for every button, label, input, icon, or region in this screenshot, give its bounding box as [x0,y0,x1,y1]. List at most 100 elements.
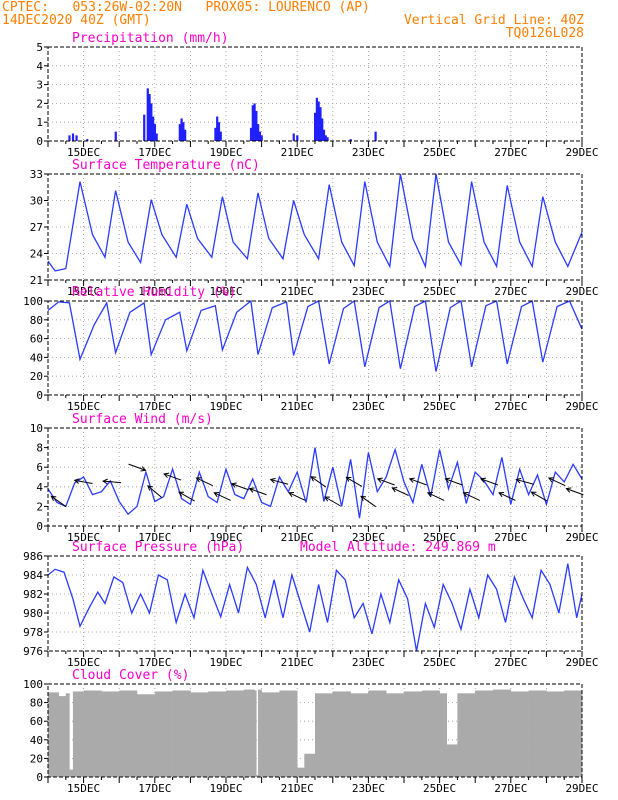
wind-wind-arrow-head [73,478,80,484]
precipitation-bar [216,116,219,141]
wind-wind-arrow [498,492,516,501]
pressure-ytick-label: 982 [23,588,43,601]
wind-wind-arrow-head [515,477,522,484]
pressure-xtick-label: 15DEC [67,656,100,669]
cloud-cover-bar [457,693,476,777]
wind-wind-arrow-head [163,472,170,479]
wind-wind-arrow [427,492,445,501]
cloud-cover-bar [332,691,351,777]
cloud-cover-xtick-label: 15DEC [67,782,100,795]
pressure-ytick-label: 976 [23,645,43,658]
pressure-xtick-label: 29DEC [565,656,598,669]
cloud-cover-bar [304,753,316,777]
pressure-xtick-label: 25DEC [423,656,456,669]
wind-xtick-label: 19DEC [209,531,242,544]
cloud-cover-bar [386,693,405,777]
cloud-cover-ytick-label: 60 [30,715,43,728]
precipitation-bar [148,94,151,141]
pressure-xtick-label: 17DEC [138,656,171,669]
temperature-ytick-label: 24 [30,248,44,261]
wind-wind-arrow [249,488,267,496]
humidity-ytick-label: 20 [30,370,43,383]
wind-wind-arrow-head [480,477,487,483]
pressure-subtitle: Model Altitude: 249.869 m [300,540,496,555]
wind-wind-arrow [103,480,122,484]
precipitation-bar [322,129,326,141]
wind-wind-arrow [270,479,289,485]
humidity-ytick-label: 40 [30,351,43,364]
wind-wind-arrow-head [324,496,331,502]
temperature-xtick-label: 19DEC [209,285,242,298]
precipitation-bar [324,135,327,141]
cloud-cover-bar [368,690,387,777]
wind-wind-arrow-head [444,477,451,483]
cloud-cover-bar [439,693,448,777]
cloud-cover-bar [208,691,227,777]
wind-wind-arrow-head [426,491,433,498]
cloud-cover-bar [528,690,547,777]
wind-wind-arrow [566,488,584,496]
wind-xtick-label: 23DEC [352,531,385,544]
wind-xtick-label: 21DEC [281,531,314,544]
cloud-cover-xtick-label: 19DEC [209,782,242,795]
cloud-cover-ytick-label: 0 [36,771,43,784]
precipitation-bar [292,133,295,141]
wind-wind-arrow-head [50,495,57,502]
cloud-cover-bar [72,691,84,777]
precipitation-bar [150,103,153,141]
precipitation-bar [251,105,254,141]
temperature-xtick-label: 21DEC [281,285,314,298]
precipitation-bar [296,135,299,141]
precipitation-bar [182,122,185,141]
cloud-cover-bar [315,693,334,777]
temperature-xtick-label: 25DEC [423,285,456,298]
precipitation-bar [255,110,258,141]
wind-wind-arrow [147,485,163,498]
wind-series-line [47,447,583,519]
pressure-ytick-label: 978 [23,626,43,639]
humidity-ytick-label: 0 [36,389,43,402]
wind-wind-arrow [196,477,214,487]
precipitation-bar [319,107,322,141]
cloud-cover-title: Cloud Cover (%) [72,668,189,683]
wind-xtick-label: 15DEC [67,531,100,544]
precipitation-bar [75,135,78,141]
wind-wind-arrow [128,463,146,471]
temperature-ytick-label: 21 [30,274,43,287]
precipitation-bar [314,112,317,141]
precipitation-bar [315,97,318,141]
wind-wind-arrow [360,495,377,508]
humidity-xtick-label: 17DEC [138,400,171,413]
precipitation-ytick-label: 3 [36,79,43,92]
wind-wind-arrow-head [140,466,147,472]
wind-wind-arrow-head [147,485,153,491]
precipitation-bar [374,131,377,141]
humidity-ytick-label: 100 [23,295,43,308]
humidity-xtick-label: 15DEC [67,400,100,413]
cloud-cover-ytick-label: 40 [30,734,43,747]
cloud-cover-xtick-label: 21DEC [281,782,314,795]
cloud-cover-bar [190,692,209,777]
wind-ytick-label: 10 [30,422,43,435]
wind-wind-arrow [51,495,67,508]
humidity-frame [47,300,583,396]
cloud-cover-bar [119,690,138,777]
wind-frame [47,427,583,527]
cloud-cover-xtick-label: 23DEC [352,782,385,795]
precipitation-ytick-label: 0 [36,135,43,148]
wind-wind-arrow [178,491,195,502]
cloud-cover-ytick-label: 80 [30,697,43,710]
wind-wind-arrow-head [498,491,505,498]
precipitation-xtick-label: 23DEC [352,146,385,159]
temperature-xtick-label: 15DEC [67,285,100,298]
cloud-cover-bar [256,775,259,777]
pressure-xtick-label: 23DEC [352,656,385,669]
wind-title: Surface Wind (m/s) [72,412,213,427]
wind-wind-arrow [231,483,249,491]
precipitation-xtick-label: 19DEC [209,146,242,159]
precipitation-bar [180,118,183,141]
precipitation-bar [71,133,75,141]
wind-ytick-label: 8 [36,442,43,455]
cloud-cover-bar [290,690,298,777]
cloud-cover-bar [404,691,423,777]
